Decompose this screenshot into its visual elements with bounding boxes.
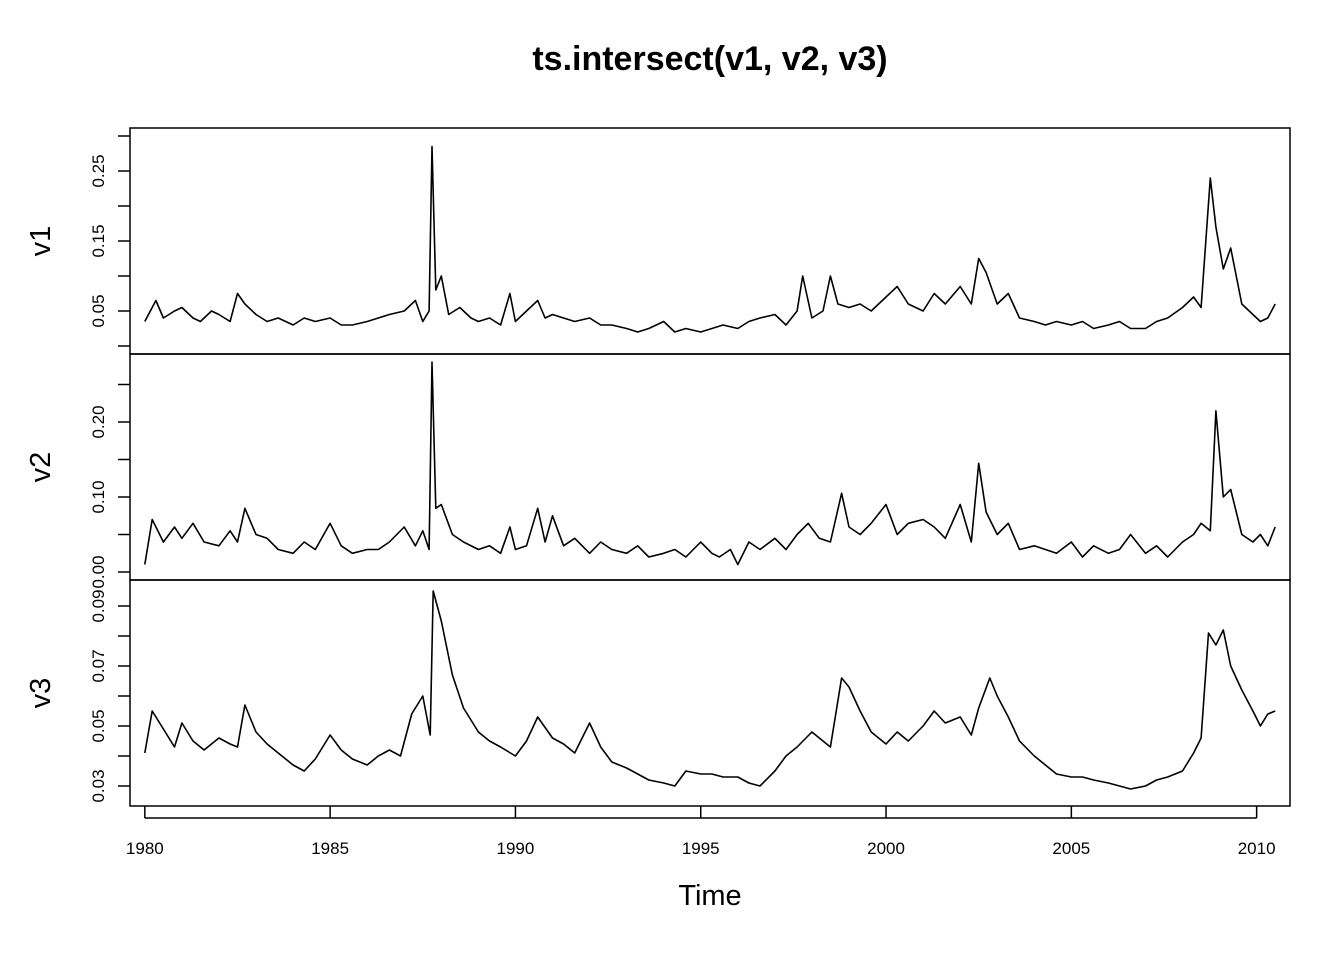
panel-label-v3: v3 [25,678,57,709]
series-line-v2 [144,361,1276,566]
x-tick-label: 1995 [682,839,720,858]
series-line-v1 [144,145,1276,333]
x-axis: 1980 1985 1990 1995 2000 2005 2010 [126,806,1276,858]
y-tick-label: 0.20 [89,405,108,438]
y-tick-label: 0.25 [89,154,108,187]
y-tick-label: 0.15 [89,224,108,257]
panel-v2: 0.00 0.10 0.20 v2 [25,353,1291,589]
panel-v3: 0.03 0.05 0.07 0.09 v3 [25,579,1291,807]
panels: 0.05 0.15 0.25 v1 0.00 0.10 0.20 v2 0.03 0.05 0.07… [25,127,1291,807]
y-tick-label: 0.09 [89,589,108,622]
y-tick-label: 0.10 [89,480,108,513]
y-tick-label: 0.05 [89,709,108,742]
x-tick-label: 2005 [1052,839,1090,858]
y-tick-label: 0.07 [89,649,108,682]
x-axis-label: Time [678,880,741,912]
series-line-v3 [144,590,1276,790]
x-tick-label: 2010 [1238,839,1276,858]
x-tick-label: 1990 [497,839,535,858]
panel-label-v1: v1 [25,226,57,257]
panel-label-v2: v2 [25,452,57,483]
y-tick-label: 0.05 [89,294,108,327]
panel-frame [129,127,1291,355]
x-tick-label: 1985 [311,839,349,858]
panel-frame [129,579,1291,807]
x-tick-label: 2000 [867,839,905,858]
y-tick-label: 0.00 [89,555,108,588]
y-tick-label: 0.03 [89,769,108,802]
panel-frame [129,353,1291,581]
x-tick-label: 1980 [126,839,164,858]
chart-title: ts.intersect(v1, v2, v3) [532,40,887,78]
panel-v1: 0.05 0.15 0.25 v1 [25,127,1291,355]
